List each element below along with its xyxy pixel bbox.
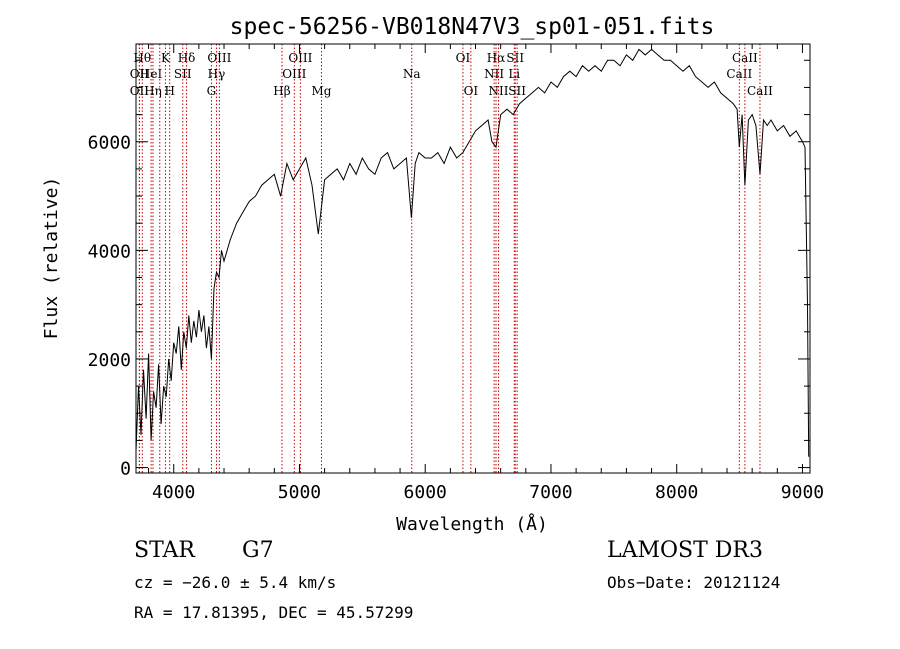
y-tick-label: 6000	[88, 133, 131, 154]
x-tick-label: 6000	[404, 482, 447, 503]
marker-label: NII	[484, 67, 504, 81]
spectrum-line	[135, 48, 810, 457]
marker-label: NII	[489, 84, 509, 98]
marker-label: OIII	[288, 51, 312, 65]
marker-label: OIII	[282, 67, 306, 81]
marker-label: SII	[508, 84, 526, 98]
marker-label: Hη	[144, 84, 162, 98]
marker-label: CaII	[726, 67, 752, 81]
marker-label: Mg	[311, 84, 331, 98]
redshift-line: cz = −26.0 ± 5.4 km/s	[134, 573, 337, 592]
y-tick-label: 4000	[88, 241, 131, 262]
spectral-line-markers: HθOIIOIIHηHeIKHSIIHδGHγOIIIHβOIIIOIIIMgN…	[130, 44, 773, 473]
marker-label: Hδ	[178, 51, 196, 65]
marker-label: K	[161, 51, 171, 65]
marker-label: OIII	[207, 51, 231, 65]
marker-label: Na	[403, 67, 421, 81]
marker-label: OII	[130, 84, 150, 98]
x-tick-label: 8000	[655, 482, 698, 503]
marker-label: CaII	[732, 51, 758, 65]
y-tick-label: 0	[120, 459, 131, 480]
marker-label: SII	[506, 51, 524, 65]
x-axis: 4000 5000 6000 7000 8000 9000	[148, 44, 824, 503]
observation-date: Obs−Date: 20121124	[607, 573, 781, 592]
marker-label: Hθ	[133, 51, 151, 65]
marker-label: Li	[508, 67, 520, 81]
marker-label: G	[207, 84, 217, 98]
marker-label: HeI	[140, 67, 163, 81]
marker-label: OII	[130, 67, 150, 81]
coordinates: RA = 17.81395, DEC = 45.57299	[134, 603, 414, 622]
survey-name: LAMOST DR3	[607, 538, 763, 563]
x-tick-label: 9000	[781, 482, 824, 503]
x-tick-label: 7000	[529, 482, 572, 503]
y-tick-label: 2000	[88, 350, 131, 371]
marker-label: SII	[174, 67, 192, 81]
marker-label: Hγ	[208, 67, 226, 81]
marker-label: CaII	[747, 84, 773, 98]
marker-label: OI	[464, 84, 479, 98]
y-axis-label: Flux (relative)	[41, 177, 62, 340]
y-axis: 0 2000 4000 6000	[88, 59, 810, 480]
x-tick-label: 5000	[278, 482, 321, 503]
marker-label: Hβ	[273, 84, 290, 98]
chart-title: spec-56256-VB018N47V3_sp01-051.fits	[230, 14, 715, 40]
object-class: STAR	[134, 538, 195, 563]
x-axis-label: Wavelength (Å)	[396, 513, 548, 535]
marker-label: H	[164, 84, 174, 98]
plot-frame	[135, 43, 811, 474]
marker-label: OI	[456, 51, 471, 65]
x-tick-label: 4000	[152, 482, 195, 503]
marker-label: Hα	[487, 51, 506, 65]
object-subclass: G7	[242, 538, 274, 563]
